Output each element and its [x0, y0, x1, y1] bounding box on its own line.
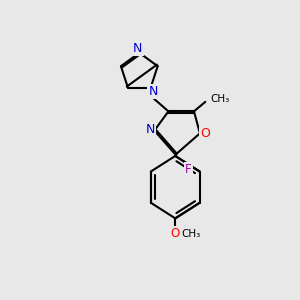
Text: F: F — [185, 163, 192, 176]
Text: O: O — [171, 227, 180, 240]
Text: CH₃: CH₃ — [182, 229, 201, 239]
Text: O: O — [200, 127, 210, 140]
Text: N: N — [133, 42, 142, 55]
Text: N: N — [148, 85, 158, 98]
Text: CH₃: CH₃ — [210, 94, 230, 104]
Text: N: N — [145, 123, 155, 136]
